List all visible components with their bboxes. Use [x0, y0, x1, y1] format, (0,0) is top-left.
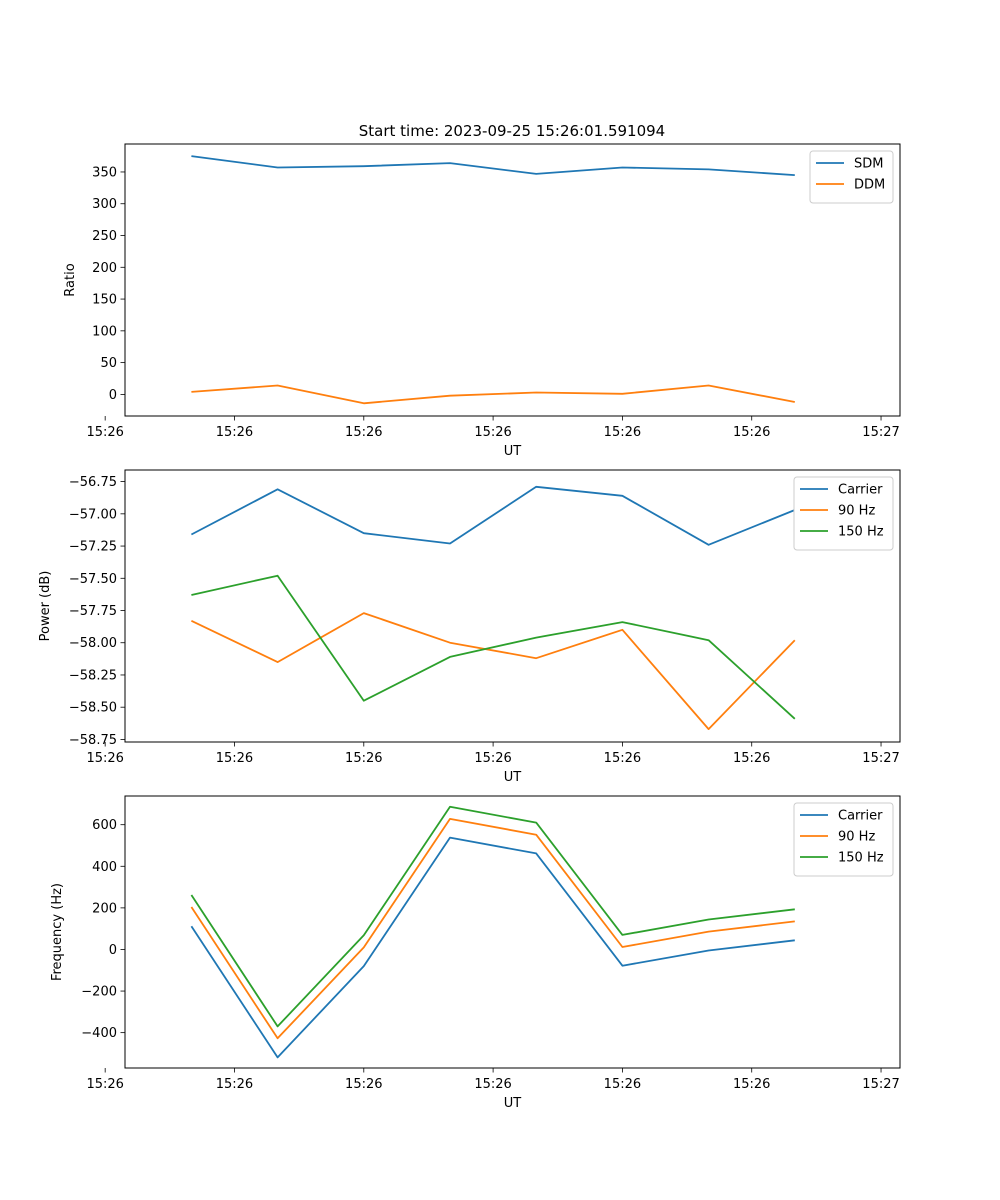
panel-2-series-90-hz-line: [191, 612, 796, 730]
panel-2-y-tick-label: −58.50: [69, 701, 117, 716]
panel-2-x-tick-label: 15:26: [604, 751, 641, 766]
panel-1-axes-frame: [124, 143, 901, 417]
panel-1-series-sdm-line: [191, 155, 795, 176]
panel-3-y-axis-label: Frequency (Hz): [50, 883, 65, 981]
panel-2-axes-frame: [124, 469, 901, 743]
panel-2-x-axis-label: UT: [504, 770, 522, 785]
panel-2-legend-label: 90 Hz: [838, 504, 875, 519]
panel-3-y-tick-label: 0: [109, 943, 117, 958]
panel-1-x-axis-label: UT: [504, 444, 522, 459]
panel-2-x-tick-label: 15:26: [345, 751, 382, 766]
panel-2-series-150-hz-line: [191, 574, 796, 720]
panel-2-legend-label: Carrier: [838, 483, 883, 498]
panel-2-legend-label: 150 Hz: [838, 525, 884, 540]
panel-3-y-tick-label: 600: [92, 818, 117, 833]
panel-3-series-150-hz-line: [190, 805, 795, 1028]
panel-2-y-tick-label: −57.00: [69, 507, 117, 522]
panel-2-x-tick-label: 15:27: [862, 751, 899, 766]
panel-2-y-tick-label: −57.50: [69, 572, 117, 587]
panel-1-y-axis-label: Ratio: [63, 263, 78, 296]
panel-3-series-carrier-line: [190, 836, 795, 1059]
panel-2-y-tick-label: −57.75: [69, 604, 117, 619]
panel-1-legend-label: SDM: [854, 157, 883, 172]
panel-3-y-tick-label: −200: [81, 985, 117, 1000]
panel-3-y-tick-label: −400: [81, 1026, 117, 1041]
panel-1-x-tick-label: 15:26: [345, 425, 382, 440]
panel-3-x-tick-label: 15:27: [862, 1077, 899, 1092]
panel-1-x-tick-label: 15:26: [216, 425, 253, 440]
panel-3-series-90-hz-line: [190, 818, 795, 1040]
panel-3-y-tick-label: 400: [92, 860, 117, 875]
panel-1-y-tick-label: 100: [92, 324, 117, 339]
panel-3-y-tick-label: 200: [92, 901, 117, 916]
panel-2-y-tick-label: −57.25: [69, 540, 117, 555]
panel-1-legend-label: DDM: [854, 178, 885, 193]
panel-3-x-tick-label: 15:26: [474, 1077, 511, 1092]
panel-3-axes-frame: [124, 795, 901, 1069]
panel-1-y-tick-label: 300: [92, 197, 117, 212]
panel-2-x-tick-label: 15:26: [86, 751, 123, 766]
panel-1-x-tick-label: 15:26: [604, 425, 641, 440]
panel-1-y-tick-label: 50: [100, 356, 117, 371]
panel-1-y-tick-label: 350: [92, 165, 117, 180]
panel-2-y-tick-label: −58.75: [69, 733, 117, 748]
panel-2-y-axis-label: Power (dB): [38, 571, 53, 642]
panel-1-x-tick-label: 15:27: [862, 425, 899, 440]
panel-3-x-tick-label: 15:26: [86, 1077, 123, 1092]
panel-1-y-tick-label: 200: [92, 261, 117, 276]
panel-2-y-tick-label: −58.25: [69, 668, 117, 683]
panel-3-legend-label: 90 Hz: [838, 830, 875, 845]
panel-3-x-tick-label: 15:26: [733, 1077, 770, 1092]
panel-1-legend: [809, 150, 894, 204]
panel-1-series-ddm-line: [191, 384, 795, 405]
panel-1-y-tick-label: 250: [92, 229, 117, 244]
panel-3-x-tick-label: 15:26: [216, 1077, 253, 1092]
panel-3-legend-label: Carrier: [838, 809, 883, 824]
panel-1-x-tick-label: 15:26: [86, 425, 123, 440]
panel-1-x-tick-label: 15:26: [474, 425, 511, 440]
panel-3-legend-label: 150 Hz: [838, 851, 884, 866]
panel-2-y-tick-label: −58.00: [69, 636, 117, 651]
panel-1-x-tick-label: 15:26: [733, 425, 770, 440]
panel-2-x-tick-label: 15:26: [216, 751, 253, 766]
panel-2-y-tick-label: −56.75: [69, 475, 117, 490]
panel-2-x-tick-label: 15:26: [733, 751, 770, 766]
panel-3-x-tick-label: 15:26: [604, 1077, 641, 1092]
panel-1-y-tick-label: 150: [92, 293, 117, 308]
panel-2-x-tick-label: 15:26: [474, 751, 511, 766]
panel-3-x-tick-label: 15:26: [345, 1077, 382, 1092]
panel-1-y-tick-label: 0: [109, 388, 117, 403]
panel-2-series-carrier-line: [190, 485, 796, 546]
chart-title: Start time: 2023-09-25 15:26:01.591094: [359, 122, 665, 140]
panel-3-x-axis-label: UT: [504, 1096, 522, 1111]
